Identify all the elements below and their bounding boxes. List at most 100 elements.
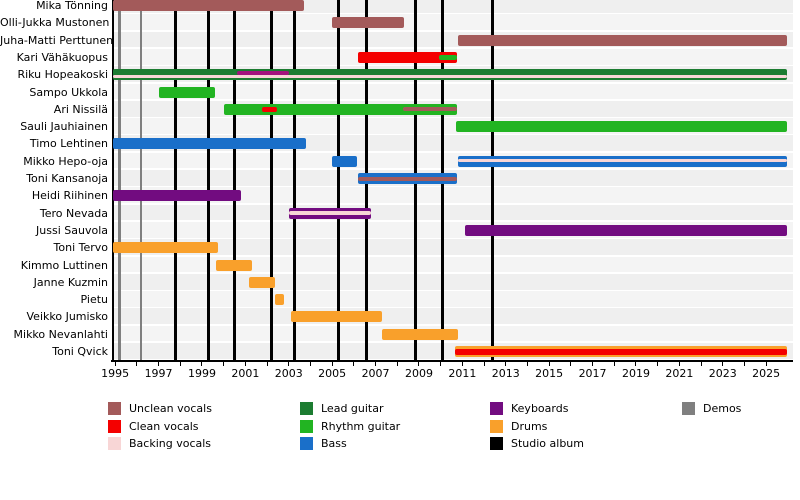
legend-swatch bbox=[108, 402, 121, 415]
legend-swatch bbox=[108, 437, 121, 450]
demo-line bbox=[118, 0, 121, 360]
year-tick bbox=[700, 361, 702, 366]
legend-swatch bbox=[300, 437, 313, 450]
studio-album-line bbox=[491, 0, 495, 360]
year-tick bbox=[396, 361, 398, 366]
studio-album-line bbox=[292, 0, 296, 360]
timeline-stripe bbox=[402, 107, 457, 112]
year-label: 2015 bbox=[535, 367, 564, 380]
timeline-bar bbox=[290, 311, 383, 323]
year-tick bbox=[657, 361, 659, 366]
year-label: 1995 bbox=[101, 367, 130, 380]
member-label: Janne Kuzmin bbox=[33, 275, 108, 289]
studio-album-line bbox=[206, 0, 210, 360]
year-tick bbox=[526, 361, 528, 366]
legend-swatch bbox=[108, 419, 121, 433]
legend-label: Keyboards bbox=[511, 402, 569, 415]
legend-label: Rhythm guitar bbox=[321, 419, 401, 433]
legend-label: Bass bbox=[321, 437, 347, 450]
member-label: Sampo Ukkola bbox=[29, 85, 108, 99]
member-label: Kimmo Luttinen bbox=[20, 258, 108, 272]
row-band bbox=[113, 239, 793, 255]
timeline-stripe bbox=[261, 106, 277, 112]
year-label: 2005 bbox=[318, 367, 347, 380]
timeline-bar bbox=[274, 294, 285, 306]
member-label: Heidi Riihinen bbox=[31, 189, 108, 203]
member-label: Mika Tönning bbox=[36, 0, 108, 12]
row-band bbox=[113, 14, 793, 31]
timeline-bar bbox=[358, 51, 457, 63]
legend-label: Clean vocals bbox=[129, 419, 199, 433]
demo-line bbox=[139, 0, 143, 360]
timeline-bar bbox=[458, 34, 787, 46]
member-label: Mikko Hepo-oja bbox=[23, 154, 108, 168]
legend-label: Unclean vocals bbox=[129, 402, 212, 415]
year-tick bbox=[765, 361, 767, 366]
timeline-bar bbox=[113, 0, 304, 11]
year-tick bbox=[505, 361, 507, 366]
row-band bbox=[113, 83, 793, 100]
year-label: 2023 bbox=[708, 367, 737, 380]
studio-album-line bbox=[174, 0, 178, 360]
year-label: 2001 bbox=[231, 367, 260, 380]
year-tick bbox=[179, 361, 181, 366]
legend-swatch bbox=[300, 402, 313, 415]
member-label: Timo Lehtinen bbox=[29, 137, 108, 151]
member-label: Veikko Jumisko bbox=[26, 310, 109, 324]
timeline-bar bbox=[332, 155, 358, 167]
row-band bbox=[113, 187, 793, 204]
legend-swatch bbox=[490, 437, 503, 450]
row-band bbox=[113, 273, 793, 290]
year-tick bbox=[288, 361, 290, 366]
member-label: Mikko Nevanlahti bbox=[13, 327, 108, 341]
year-tick bbox=[461, 361, 463, 366]
member-label: Ari Nissilä bbox=[53, 102, 108, 116]
year-tick bbox=[592, 361, 594, 366]
year-label: 2019 bbox=[621, 367, 650, 380]
year-tick bbox=[136, 361, 138, 366]
member-label: Toni Tervo bbox=[53, 241, 108, 255]
year-tick bbox=[483, 361, 485, 366]
timeline-bar bbox=[455, 121, 787, 133]
timeline-stripe bbox=[113, 75, 787, 79]
member-label: Toni Kansanoja bbox=[26, 172, 108, 185]
year-tick bbox=[266, 361, 268, 366]
timeline-stripe bbox=[438, 54, 457, 60]
year-label: 1997 bbox=[144, 367, 173, 380]
legend-swatch bbox=[300, 419, 313, 433]
timeline-bar bbox=[158, 86, 215, 98]
year-label: 2025 bbox=[752, 367, 781, 380]
timeline-bar bbox=[223, 103, 457, 115]
year-tick bbox=[331, 361, 333, 366]
timeline-bar bbox=[464, 224, 787, 236]
studio-album-line bbox=[269, 0, 273, 360]
member-label: Tero Nevada bbox=[39, 206, 108, 220]
studio-album-line bbox=[233, 0, 237, 360]
legend-label: Backing vocals bbox=[129, 437, 212, 450]
member-label: Riku Hopeakoski bbox=[17, 68, 108, 82]
legend-swatch bbox=[682, 402, 695, 415]
timeline-bar bbox=[113, 69, 787, 81]
legend-label: Drums bbox=[511, 419, 548, 433]
year-tick bbox=[570, 361, 572, 366]
row-band bbox=[113, 291, 793, 307]
timeline-bar bbox=[382, 328, 459, 340]
year-tick bbox=[613, 361, 615, 366]
legend-label: Lead guitar bbox=[321, 402, 384, 415]
year-label: 2013 bbox=[491, 367, 520, 380]
year-tick bbox=[201, 361, 203, 366]
x-axis-line bbox=[111, 360, 793, 362]
timeline-stripe bbox=[288, 211, 372, 216]
legend-label: Studio album bbox=[511, 437, 584, 450]
year-label: 1999 bbox=[187, 367, 216, 380]
member-label: Sauli Jauhiainen bbox=[20, 120, 108, 134]
year-tick bbox=[418, 361, 420, 366]
year-tick bbox=[678, 361, 680, 366]
member-label: Jussi Sauvola bbox=[36, 223, 108, 237]
year-label: 2003 bbox=[274, 367, 303, 380]
timeline-bar bbox=[248, 276, 275, 288]
year-tick bbox=[223, 361, 225, 366]
year-tick bbox=[244, 361, 246, 366]
year-tick bbox=[114, 361, 116, 366]
